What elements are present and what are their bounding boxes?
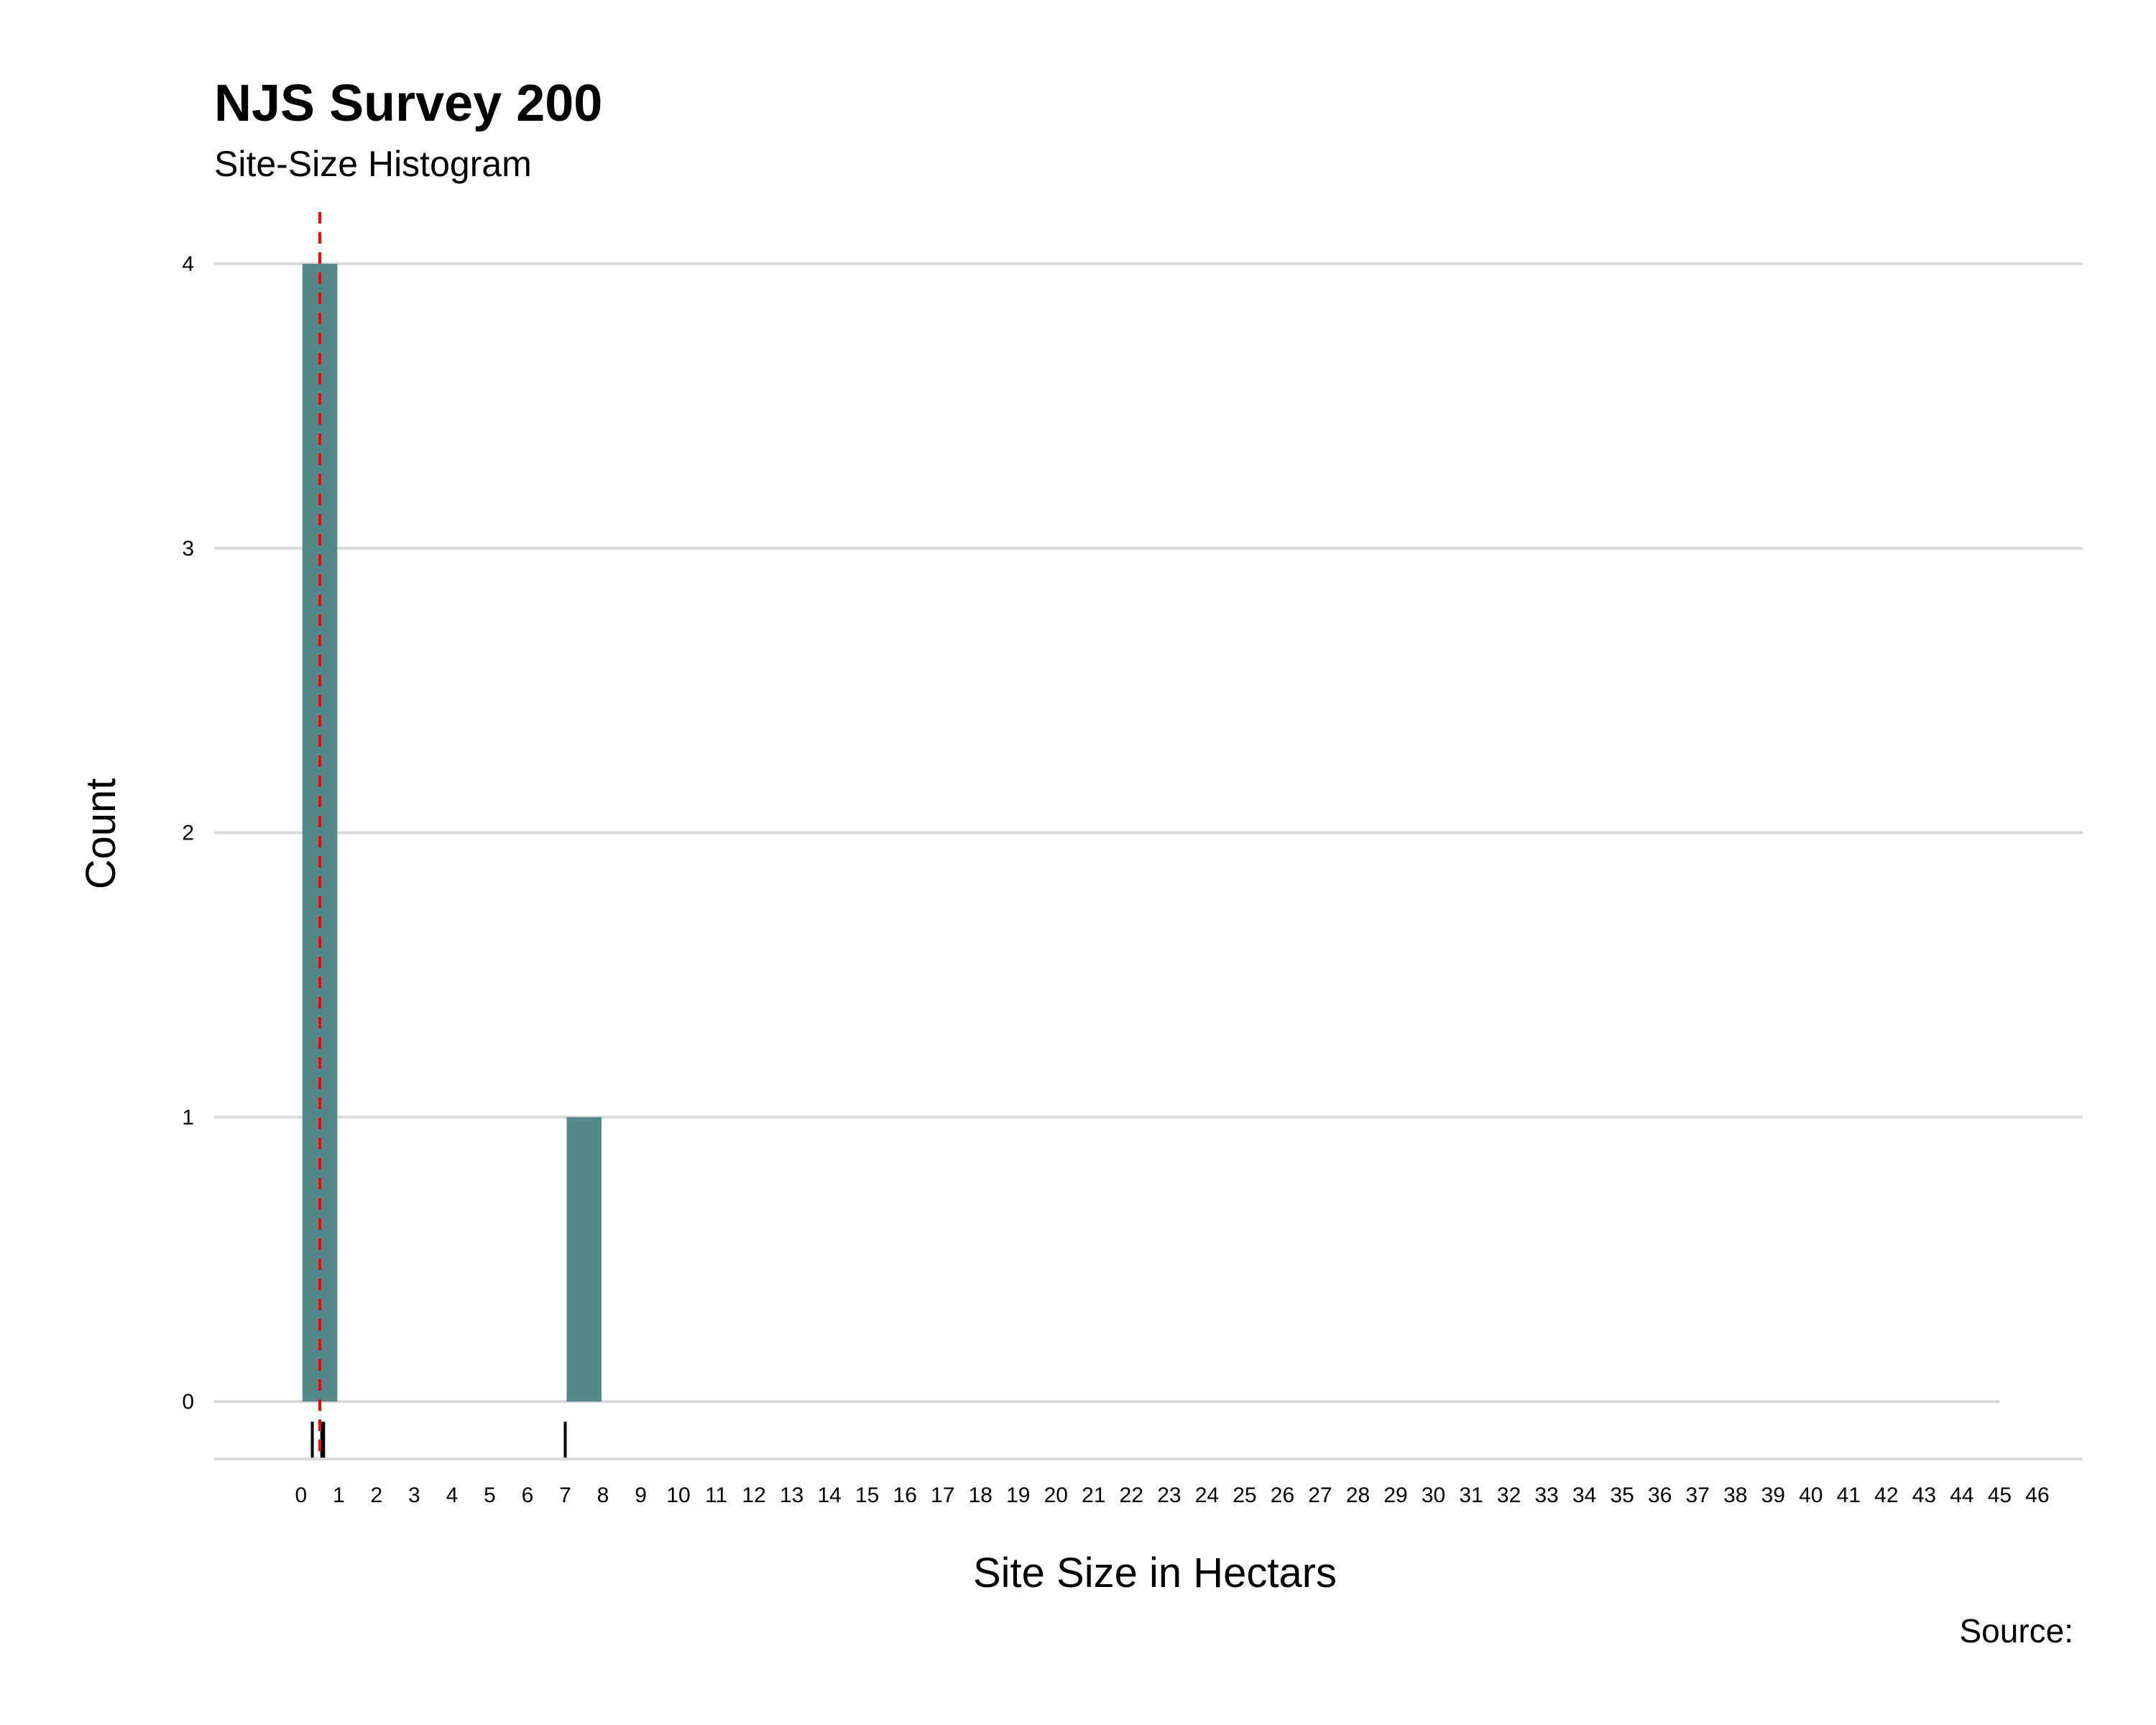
y-tick-label: 0 — [182, 1390, 194, 1414]
x-tick-label: 10 — [666, 1484, 690, 1507]
x-tick-label: 16 — [893, 1484, 917, 1507]
histogram-bar — [566, 1117, 602, 1402]
x-tick-label: 20 — [1044, 1484, 1068, 1507]
x-tick-label: 17 — [931, 1484, 954, 1507]
x-tick-label: 33 — [1534, 1484, 1558, 1507]
y-axis-title: Count — [78, 778, 124, 890]
chart-title: NJS Survey 200 — [214, 75, 602, 132]
x-tick-label: 42 — [1874, 1484, 1898, 1507]
x-tick-label: 41 — [1837, 1484, 1861, 1507]
chart-subtitle: Site-Size Histogram — [214, 144, 532, 184]
x-tick-label: 28 — [1346, 1484, 1370, 1507]
x-tick-label: 23 — [1157, 1484, 1181, 1507]
x-tick-label: 21 — [1082, 1484, 1105, 1507]
x-tick-label: 7 — [559, 1484, 571, 1507]
x-tick-label: 30 — [1422, 1484, 1445, 1507]
x-tick-label: 22 — [1120, 1484, 1143, 1507]
x-tick-label: 0 — [295, 1484, 307, 1507]
x-tick-label: 37 — [1686, 1484, 1710, 1507]
x-axis-ticks: 0 1 2 3 4 5 6 7 8 9 10 11 12 13 14 15 16 17 18 19 20 21 22 23 24… — [295, 1484, 2049, 1507]
histogram-bar — [302, 264, 338, 1402]
x-tick-label: 6 — [522, 1484, 534, 1507]
x-tick-label: 4 — [446, 1484, 459, 1507]
x-tick-label: 43 — [1912, 1484, 1936, 1507]
x-tick-label: 36 — [1648, 1484, 1672, 1507]
x-tick-label: 26 — [1271, 1484, 1294, 1507]
y-tick-label: 4 — [182, 252, 194, 276]
x-tick-label: 25 — [1233, 1484, 1256, 1507]
y-tick-label: 3 — [182, 537, 194, 561]
x-tick-label: 13 — [780, 1484, 803, 1507]
x-tick-label: 8 — [597, 1484, 609, 1507]
y-axis-ticks: 0 1 2 3 4 — [182, 252, 194, 1414]
x-tick-label: 2 — [371, 1484, 383, 1507]
x-tick-label: 44 — [1950, 1484, 1973, 1507]
x-tick-label: 12 — [742, 1484, 765, 1507]
x-tick-label: 15 — [855, 1484, 879, 1507]
x-tick-label: 24 — [1195, 1484, 1219, 1507]
rug-marks — [310, 1422, 567, 1458]
y-tick-label: 1 — [182, 1105, 194, 1129]
x-tick-label: 14 — [817, 1484, 841, 1507]
x-tick-label: 34 — [1572, 1484, 1596, 1507]
x-tick-label: 27 — [1308, 1484, 1332, 1507]
x-tick-label: 35 — [1611, 1484, 1634, 1507]
x-tick-label: 32 — [1497, 1484, 1521, 1507]
histogram-bars — [302, 264, 602, 1402]
x-tick-label: 39 — [1761, 1484, 1785, 1507]
x-tick-label: 29 — [1383, 1484, 1407, 1507]
x-tick-label: 31 — [1459, 1484, 1483, 1507]
x-tick-label: 11 — [705, 1484, 727, 1507]
source-caption: Source: — [1959, 1612, 2073, 1650]
gridlines — [214, 262, 2083, 1403]
x-tick-label: 46 — [2025, 1484, 2049, 1507]
x-tick-label: 1 — [333, 1484, 345, 1507]
x-axis-title: Site Size in Hectars — [973, 1550, 1337, 1596]
y-tick-label: 2 — [182, 822, 194, 845]
x-tick-label: 38 — [1723, 1484, 1747, 1507]
x-tick-label: 3 — [408, 1484, 420, 1507]
x-tick-label: 19 — [1006, 1484, 1030, 1507]
x-tick-label: 9 — [635, 1484, 647, 1507]
x-tick-label: 18 — [969, 1484, 992, 1507]
x-tick-label: 5 — [484, 1484, 496, 1507]
x-tick-label: 45 — [1988, 1484, 2012, 1507]
x-tick-label: 40 — [1799, 1484, 1823, 1507]
